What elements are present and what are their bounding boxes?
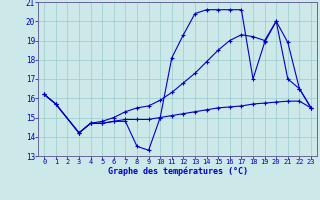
X-axis label: Graphe des températures (°C): Graphe des températures (°C) (108, 167, 248, 176)
